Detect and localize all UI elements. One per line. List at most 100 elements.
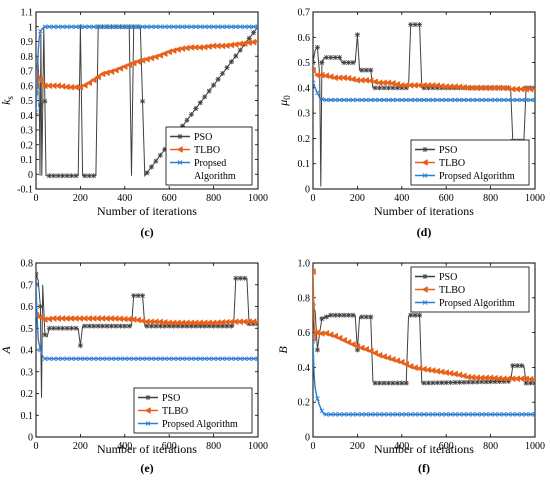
marker-point xyxy=(399,85,405,91)
marker-point xyxy=(104,323,110,329)
marker-point xyxy=(193,356,199,362)
marker-point xyxy=(355,97,360,103)
marker-point xyxy=(421,159,428,166)
marker-point xyxy=(162,146,168,152)
chart-panel: 0 200 400 600 800 1000 0 0.1 0.2 0.3 0.4 0.5 0.6 0.7 0… xyxy=(0,259,268,476)
marker-point xyxy=(103,69,110,77)
marker-point xyxy=(390,412,396,417)
x-tick-label: 400 xyxy=(117,441,132,452)
marker-point xyxy=(177,160,183,165)
legend-label: PSO xyxy=(439,272,457,283)
marker-point xyxy=(251,24,256,30)
marker-point xyxy=(206,24,212,30)
marker-point xyxy=(46,173,52,179)
marker-point xyxy=(492,379,498,385)
marker-point xyxy=(224,323,230,329)
marker-point xyxy=(323,55,329,61)
marker-point xyxy=(140,293,146,299)
marker-point xyxy=(211,82,217,88)
marker-point xyxy=(328,97,334,103)
y-tick-label: 0.4 xyxy=(21,111,34,122)
marker-point xyxy=(359,412,365,417)
marker-point xyxy=(36,90,39,96)
marker-point xyxy=(455,371,463,379)
marker-point xyxy=(390,380,396,386)
marker-point xyxy=(139,56,146,64)
y-axis-label: A xyxy=(0,346,13,355)
chart-panel: 0 200 400 600 800 1000 0 0.1 0.2 0.3 0.4 0.5 0.6 0.7 N… xyxy=(276,8,545,240)
marker-point xyxy=(394,85,400,91)
marker-point xyxy=(461,412,467,417)
marker-point xyxy=(237,24,243,30)
marker-point xyxy=(206,88,212,94)
marker-point xyxy=(439,97,445,103)
marker-point xyxy=(55,356,61,362)
marker-point xyxy=(108,323,114,329)
y-tick-label: 0.3 xyxy=(298,109,311,120)
marker-point xyxy=(474,412,480,417)
marker-point xyxy=(532,97,535,103)
marker-point xyxy=(122,24,128,30)
marker-point xyxy=(474,97,480,103)
marker-point xyxy=(143,55,150,63)
marker-point xyxy=(350,312,356,318)
y-tick-label: 0.1 xyxy=(21,411,34,422)
series-pso xyxy=(313,302,535,386)
x-axis-label: Number of iterations xyxy=(97,204,197,218)
marker-point xyxy=(371,349,378,357)
marker-point xyxy=(359,314,365,320)
marker-point xyxy=(367,347,374,355)
marker-point xyxy=(126,24,132,30)
y-tick-label: 0.4 xyxy=(298,83,311,94)
marker-point xyxy=(399,97,405,103)
x-tick-label: 800 xyxy=(206,193,221,204)
marker-point xyxy=(322,72,330,80)
marker-point xyxy=(255,356,258,362)
marker-point xyxy=(422,147,428,152)
x-tick-label: 1000 xyxy=(525,193,545,204)
marker-point xyxy=(180,24,185,30)
marker-point xyxy=(359,97,365,103)
marker-point xyxy=(385,85,391,91)
marker-point xyxy=(344,338,352,346)
marker-point xyxy=(117,323,123,329)
marker-point xyxy=(254,319,258,324)
marker-point xyxy=(324,412,329,417)
marker-point xyxy=(417,97,422,103)
marker-point xyxy=(246,356,252,362)
marker-point xyxy=(341,412,347,417)
marker-point xyxy=(211,24,216,30)
marker-point xyxy=(215,323,221,329)
marker-point xyxy=(144,407,151,414)
marker-point xyxy=(145,395,151,400)
marker-point xyxy=(531,87,535,92)
marker-point xyxy=(100,24,105,30)
marker-point xyxy=(147,54,155,62)
marker-point xyxy=(193,24,199,30)
marker-point xyxy=(408,22,414,28)
marker-point xyxy=(510,363,516,369)
marker-point xyxy=(162,24,168,30)
data-area xyxy=(313,268,535,417)
marker-point xyxy=(157,323,163,329)
marker-point xyxy=(202,356,208,362)
marker-point xyxy=(189,356,194,362)
marker-point xyxy=(197,24,203,30)
marker-point xyxy=(104,24,110,30)
marker-point xyxy=(448,97,453,103)
legend: PSO TLBO Propsed Algorithm xyxy=(410,139,530,186)
panel-caption: (e) xyxy=(140,461,153,475)
marker-point xyxy=(36,76,44,84)
y-tick-label: 0 xyxy=(305,185,310,196)
marker-point xyxy=(354,32,360,38)
marker-point xyxy=(435,97,440,103)
legend-label: Propsed Algorithm xyxy=(439,298,515,309)
marker-point xyxy=(501,412,507,417)
marker-point xyxy=(153,323,159,329)
marker-point xyxy=(86,173,92,179)
series-line xyxy=(36,273,258,398)
y-tick-label: 0 xyxy=(28,433,33,444)
marker-point xyxy=(90,76,97,84)
marker-point xyxy=(386,97,391,103)
series-proposed xyxy=(36,282,258,362)
